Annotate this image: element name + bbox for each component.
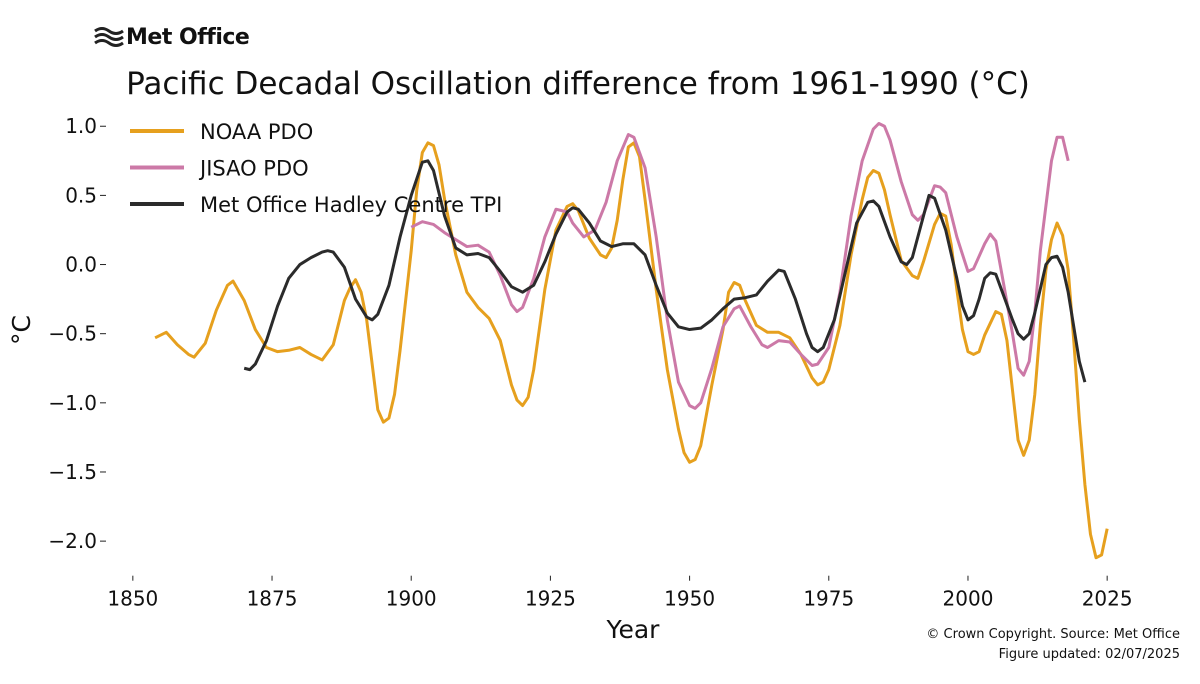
y-axis-label: °C — [7, 315, 36, 345]
chart-title: Pacific Decadal Oscillation difference f… — [126, 66, 1030, 102]
x-tick-label: 1850 — [107, 587, 158, 611]
legend-label: Met Office Hadley Centre TPI — [200, 193, 502, 217]
x-tick-label: 1975 — [803, 587, 854, 611]
logo-icon — [94, 27, 124, 47]
x-tick-label: 1925 — [525, 587, 576, 611]
y-tick-label: −2.0 — [48, 529, 97, 553]
legend-label: JISAO PDO — [198, 157, 309, 181]
series-line — [410, 121, 1070, 410]
x-axis-label: Year — [606, 615, 661, 644]
y-tick-label: 1.0 — [65, 114, 97, 138]
logo-text: Met Office — [126, 25, 249, 50]
y-tick-label: −1.5 — [48, 460, 97, 484]
x-tick-label: 1900 — [386, 587, 437, 611]
series-line — [154, 141, 1109, 560]
x-tick-label: 1950 — [664, 587, 715, 611]
x-tick-label: 2000 — [943, 587, 994, 611]
credit: Figure updated: 02/07/2025 — [999, 647, 1180, 662]
x-tick-label: 1875 — [247, 587, 298, 611]
y-tick-label: 0.5 — [65, 183, 97, 207]
series-line — [243, 159, 1087, 383]
x-tick-label: 2025 — [1082, 587, 1133, 611]
y-tick-label: 0.0 — [65, 253, 97, 277]
legend-label: NOAA PDO — [200, 120, 313, 144]
y-tick-label: −0.5 — [48, 322, 97, 346]
credit: © Crown Copyright. Source: Met Office — [926, 627, 1180, 642]
y-tick-label: −1.0 — [48, 391, 97, 415]
